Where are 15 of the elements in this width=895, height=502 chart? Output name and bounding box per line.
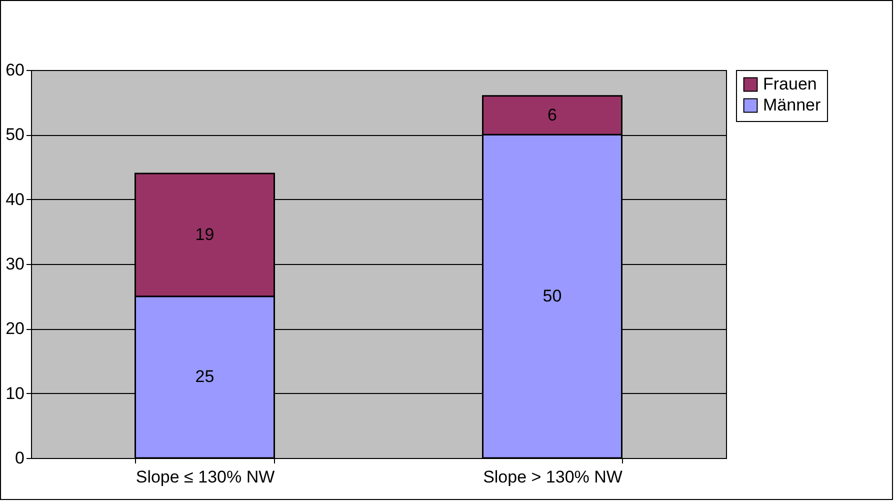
legend-label: Männer <box>763 96 821 114</box>
y-tick-label: 0 <box>15 448 24 468</box>
data-label: 50 <box>542 286 562 306</box>
y-tick-label: 40 <box>6 190 24 209</box>
y-tick-label: 30 <box>6 254 24 274</box>
data-label: 6 <box>548 105 557 124</box>
y-tick-label: 10 <box>6 384 24 403</box>
y-tick-label: 60 <box>6 60 24 80</box>
legend-label: Frauen <box>763 74 817 94</box>
y-tick-label: 50 <box>6 125 24 144</box>
data-label: 19 <box>195 224 214 244</box>
x-tick-label: Slope > 130% NW <box>483 468 622 486</box>
x-tick-label: Slope ≤ 130% NW <box>136 468 275 486</box>
y-tick-label: 20 <box>6 319 24 338</box>
data-label: 25 <box>195 367 214 386</box>
